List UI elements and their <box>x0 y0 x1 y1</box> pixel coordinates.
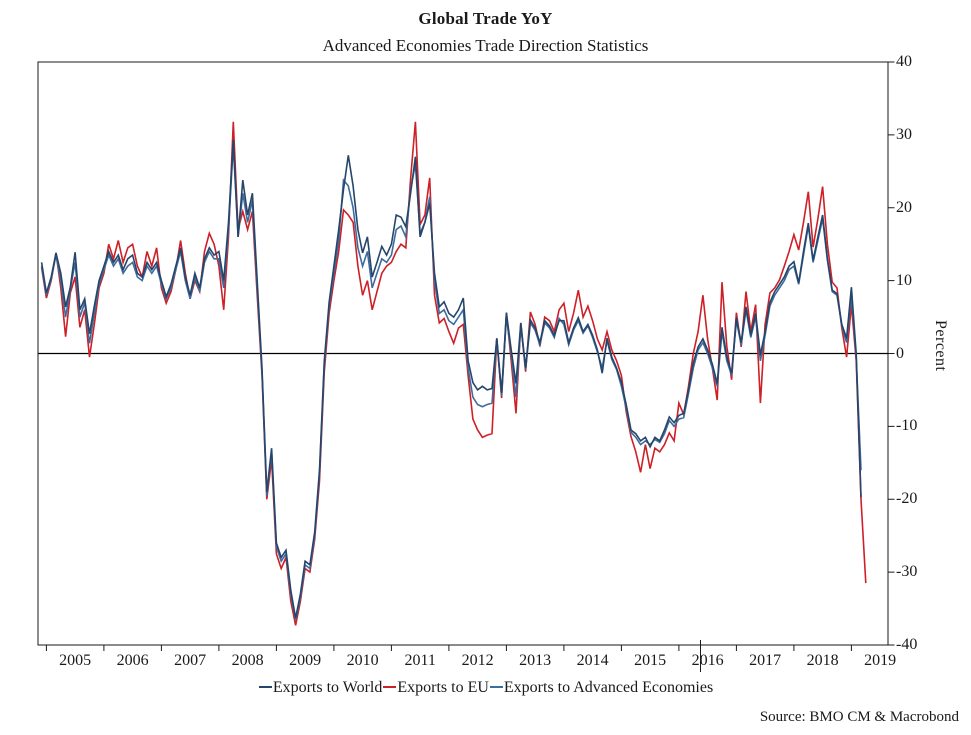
y-tick-label: 10 <box>896 271 912 289</box>
chart-subtitle: Advanced Economies Trade Direction Stati… <box>322 36 649 55</box>
y-tick-label: 40 <box>896 53 912 70</box>
x-tick-label: 2005 <box>59 652 92 669</box>
series-line-exports-to-world <box>40 139 862 619</box>
legend-dash-icon <box>383 686 397 688</box>
y-tick-label: -30 <box>896 563 918 581</box>
legend-item: Exports to Advanced Economies <box>489 679 713 697</box>
x-tick-label: 2008 <box>231 652 264 669</box>
x-tick-label: 2018 <box>806 652 839 669</box>
y-tick-label: -40 <box>896 636 918 653</box>
x-tick-label: 2013 <box>519 652 552 669</box>
x-tick-label: 2011 <box>404 652 436 669</box>
y-tick-label: 30 <box>896 125 912 143</box>
y-tick-label: -10 <box>896 417 918 435</box>
x-tick-label: 2016 <box>691 652 724 669</box>
legend-label: Exports to World <box>272 679 383 696</box>
source-note: Source: BMO CM & Macrobond <box>759 709 959 725</box>
y-tick-label: 0 <box>896 344 904 362</box>
series-line-exports-to-eu <box>40 121 867 626</box>
y-axis-title: Percent <box>932 320 949 372</box>
series-line-exports-to-advanced-economies <box>40 145 862 621</box>
legend-label: Exports to Advanced Economies <box>503 679 714 696</box>
x-tick-label: 2014 <box>576 652 609 669</box>
legend-item: Exports to EU <box>382 679 489 697</box>
chart-title: Global Trade YoY <box>418 9 553 28</box>
x-tick-label: 2017 <box>749 652 782 669</box>
x-tick-label: 2010 <box>346 652 379 669</box>
x-tick-label: 2007 <box>174 652 207 669</box>
x-tick-label: 2009 <box>289 652 322 669</box>
x-tick-label: 2006 <box>116 652 149 669</box>
legend-dash-icon <box>258 686 272 688</box>
y-tick-label: -20 <box>896 490 918 508</box>
legend-dash-icon <box>489 686 503 688</box>
x-tick-label: 2015 <box>634 652 667 669</box>
x-tick-label: 2012 <box>461 652 494 669</box>
chart-legend: Exports to World Exports to EU Exports to … <box>0 679 971 697</box>
axis-ticks <box>45 61 895 651</box>
series-lines <box>40 121 867 626</box>
x-tick-label: 2019 <box>864 652 897 669</box>
legend-label: Exports to EU <box>397 679 489 696</box>
legend-item: Exports to World <box>258 679 383 697</box>
y-tick-label: 20 <box>896 198 912 216</box>
